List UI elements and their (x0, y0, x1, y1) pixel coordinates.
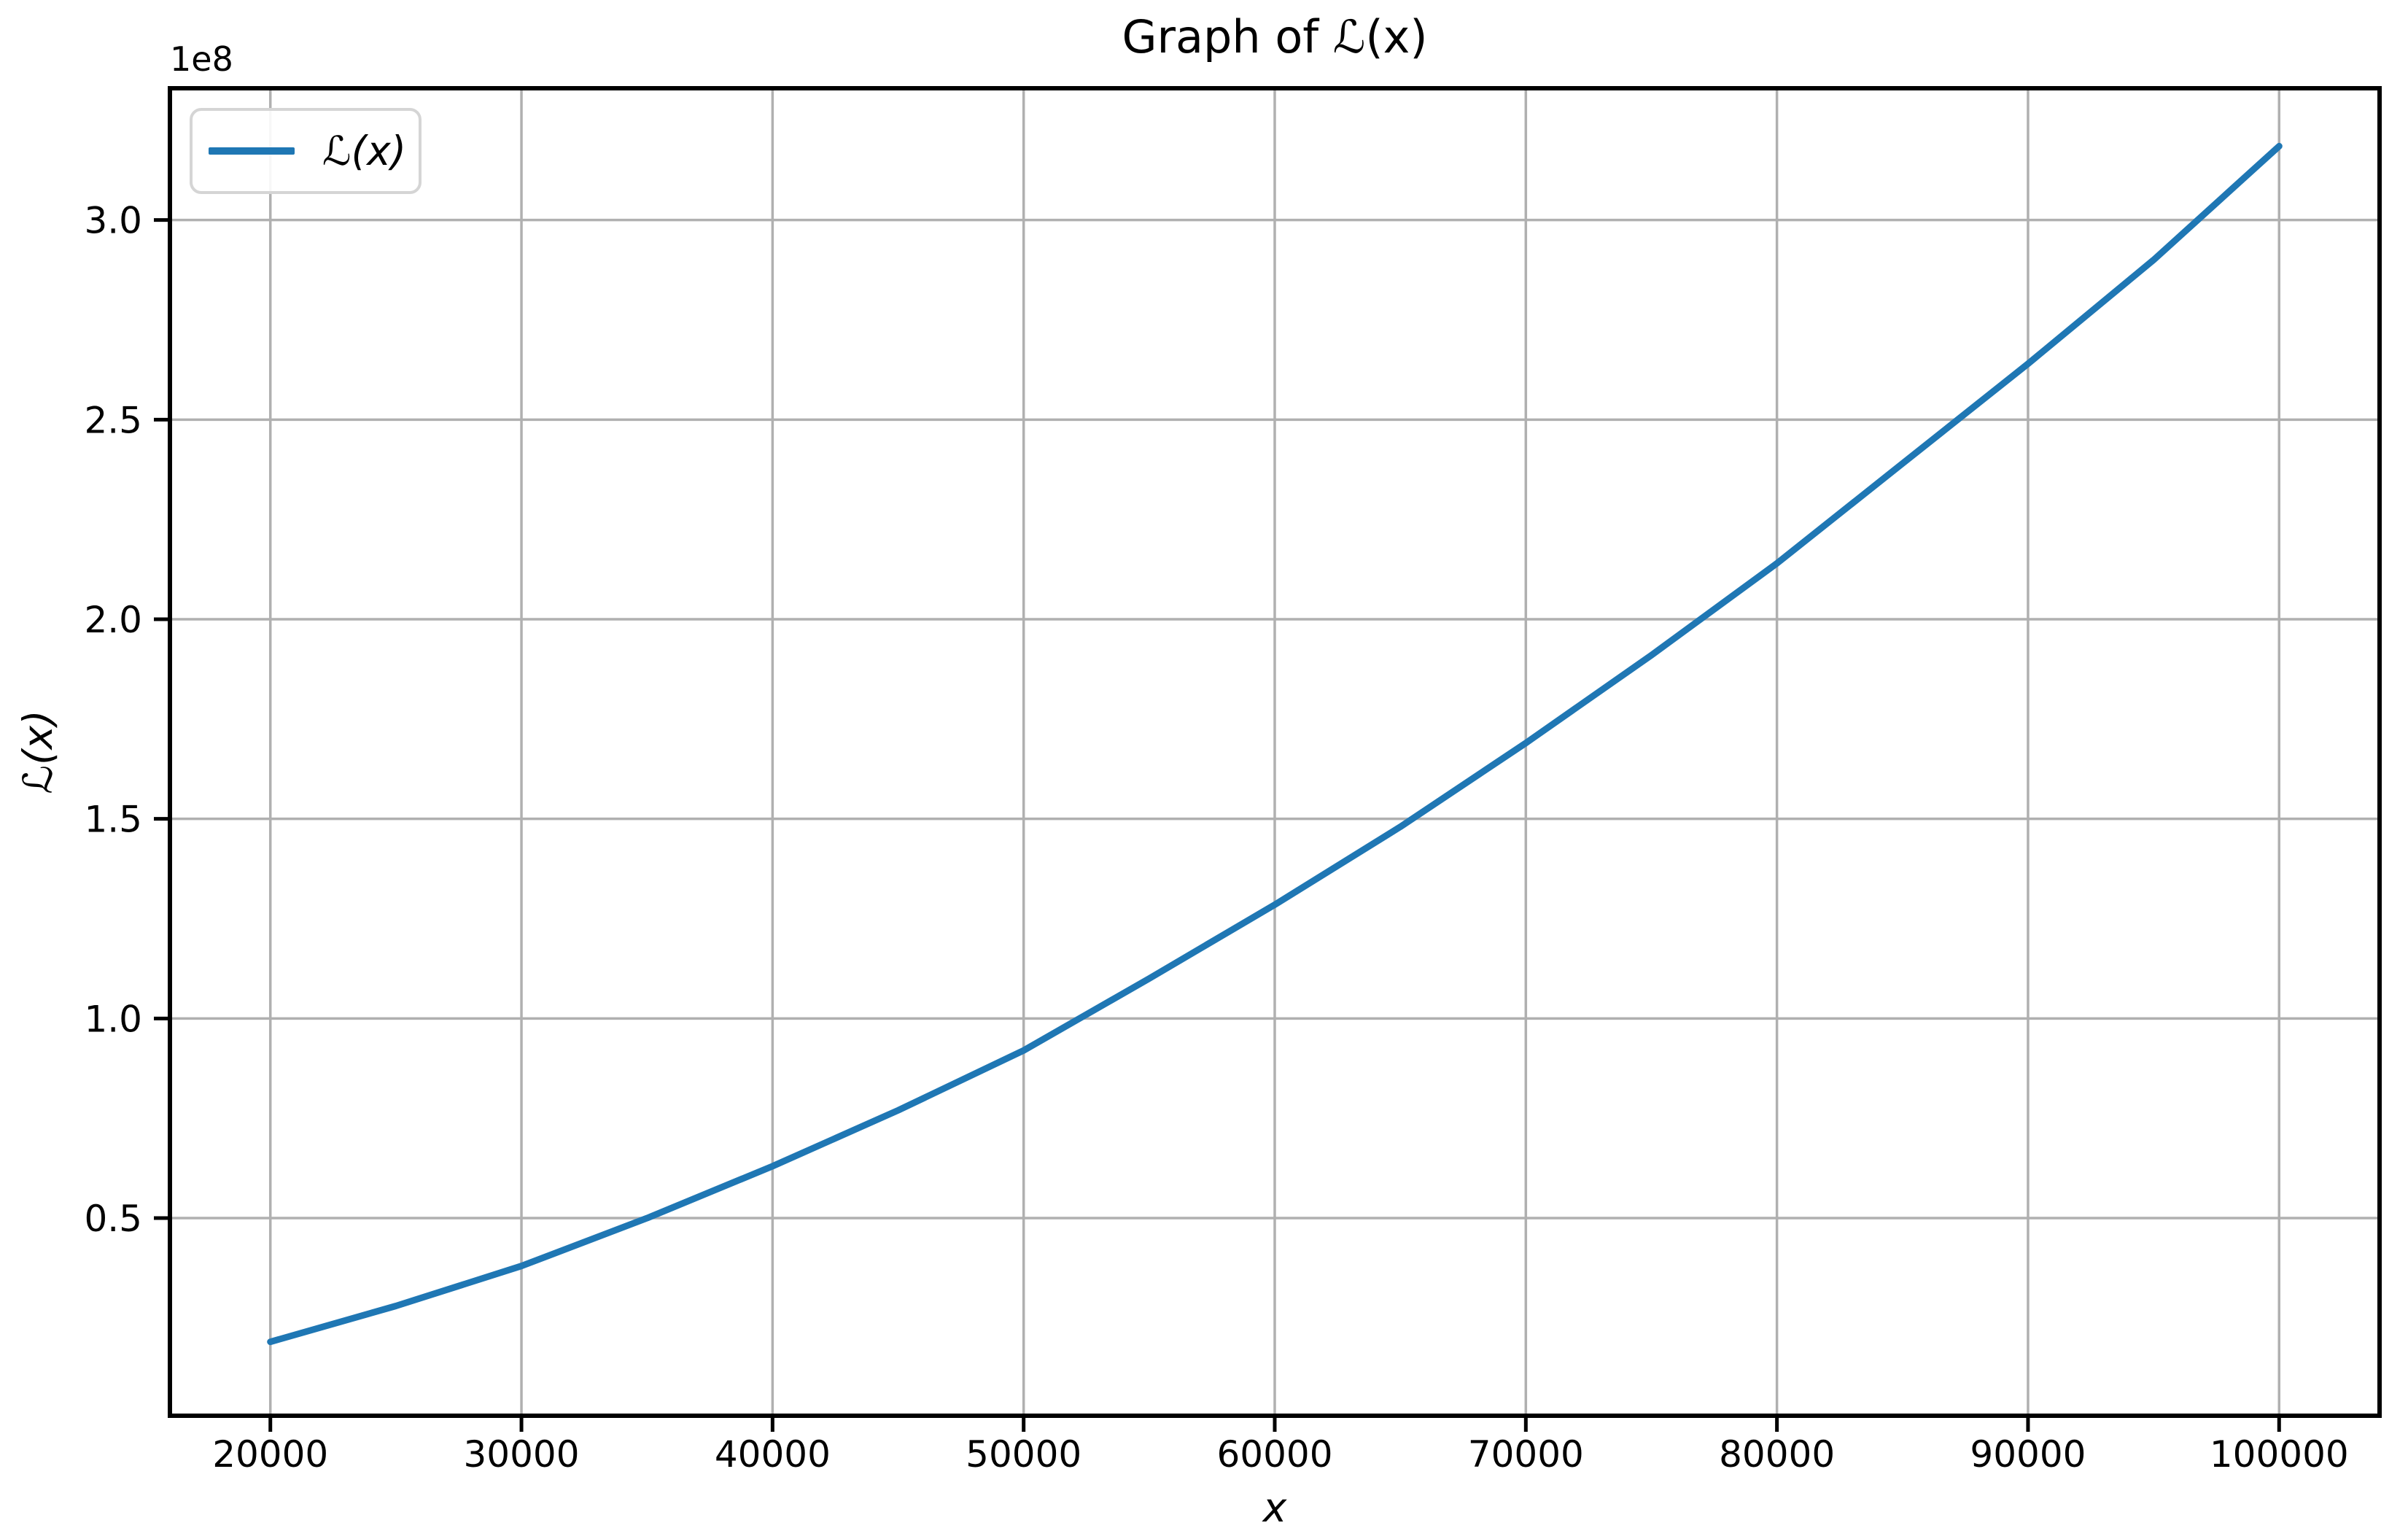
x-tick-label-60000: 60000 (1216, 1433, 1332, 1476)
x-tick-label-20000: 20000 (212, 1433, 328, 1476)
x-tick-label-100000: 100000 (2210, 1433, 2349, 1476)
legend-label: ℒ(x) (322, 128, 407, 174)
legend-line-swatch (209, 147, 295, 155)
y-tick-label-250000000: 2.5 (84, 399, 142, 441)
axes-layer (154, 86, 2382, 1432)
chart-title: Graph of ℒ(x) (1122, 10, 1428, 63)
y-tick-label-50000000: 0.5 (84, 1198, 142, 1240)
series-layer (267, 142, 2283, 1346)
y-tick-label-200000000: 2.0 (84, 599, 142, 641)
series-line-ℒ(x) (267, 142, 2283, 1346)
x-tick-label-90000: 90000 (1970, 1433, 2086, 1476)
tick-label-layer: 20000 30000 40000 50000 60000 70000 80000 90000… (84, 200, 2348, 1476)
legend: ℒ(x) (190, 108, 422, 194)
x-axis-label: x (1262, 1484, 1287, 1531)
grid-layer (170, 88, 2380, 1416)
x-tick-label-70000: 70000 (1468, 1433, 1584, 1476)
x-tick-label-40000: 40000 (715, 1433, 831, 1476)
x-tick-label-50000: 50000 (966, 1433, 1081, 1476)
x-tick-label-80000: 80000 (1719, 1433, 1835, 1476)
y-tick-label-150000000: 1.5 (84, 799, 142, 841)
y-axis-label: ℒ(x) (15, 710, 61, 794)
y-axis-offset-label: 1e8 (170, 39, 233, 79)
y-tick-label-300000000: 3.0 (84, 200, 142, 242)
x-tick-label-30000: 30000 (464, 1433, 580, 1476)
y-tick-label-100000000: 1.0 (84, 998, 142, 1040)
